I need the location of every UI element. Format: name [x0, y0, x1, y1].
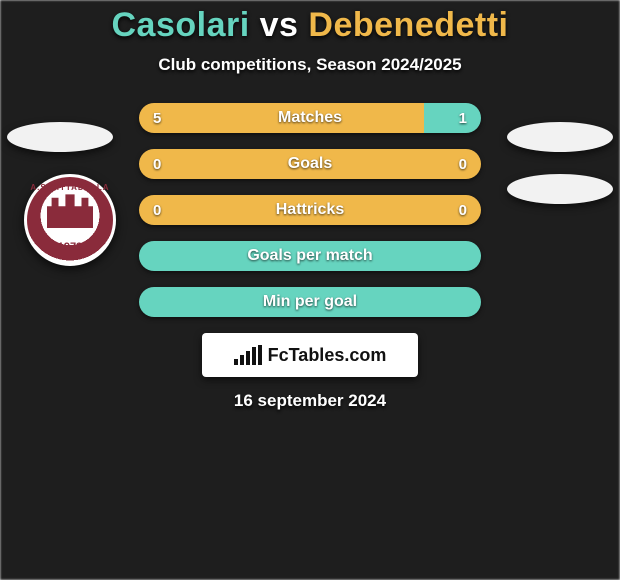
stat-value-right: 1 [459, 110, 467, 127]
stat-label: Goals per match [139, 247, 481, 265]
stat-seg-left [139, 195, 481, 225]
team-slot-right-1 [507, 122, 613, 152]
stat-value-left: 5 [153, 110, 161, 127]
subtitle: Club competitions, Season 2024/2025 [0, 55, 620, 75]
fctables-badge: FcTables.com [202, 333, 418, 377]
stat-bar: Matches51 [139, 103, 481, 133]
stat-bar: Hattricks00 [139, 195, 481, 225]
title-vs: vs [260, 6, 299, 44]
stat-seg-left [139, 149, 481, 179]
date: 16 september 2024 [0, 391, 620, 411]
crest-year: 1973 [27, 241, 113, 253]
stat-value-right: 0 [459, 156, 467, 173]
team-slot-right-2 [507, 174, 613, 204]
stat-value-left: 0 [153, 156, 161, 173]
page-title: Casolari vs Debenedetti [0, 6, 620, 45]
stat-bar: Min per goal [139, 287, 481, 317]
team-slot-left [7, 122, 113, 152]
title-player-b: Debenedetti [308, 6, 508, 44]
stat-bars: Matches51Goals00Hattricks00Goals per mat… [139, 103, 481, 317]
stat-value-right: 0 [459, 202, 467, 219]
content: Casolari vs Debenedetti Club competition… [0, 0, 620, 580]
stat-bar: Goals per match [139, 241, 481, 271]
bar-chart-icon [234, 345, 262, 365]
crest-arc-text: A.S.CITTADELLA [27, 183, 113, 192]
badge-text: FcTables.com [268, 345, 387, 366]
stat-seg-right [424, 103, 481, 133]
stat-label: Min per goal [139, 293, 481, 311]
title-player-a: Casolari [111, 6, 249, 44]
stat-seg-left [139, 103, 424, 133]
stat-bar: Goals00 [139, 149, 481, 179]
stat-value-left: 0 [153, 202, 161, 219]
club-crest: A.S.CITTADELLA 1973 [24, 174, 116, 266]
